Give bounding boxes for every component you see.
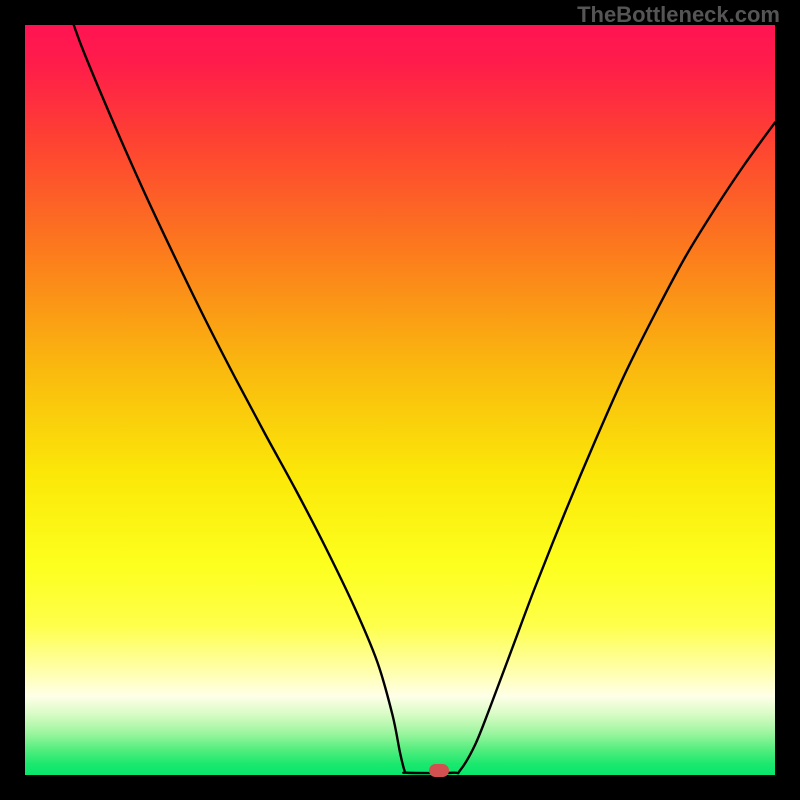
chart-container: TheBottleneck.com [0,0,800,800]
bottleneck-chart [0,0,800,800]
gradient-background [25,25,775,775]
optimal-point-marker [429,764,449,777]
watermark-text: TheBottleneck.com [577,2,780,28]
